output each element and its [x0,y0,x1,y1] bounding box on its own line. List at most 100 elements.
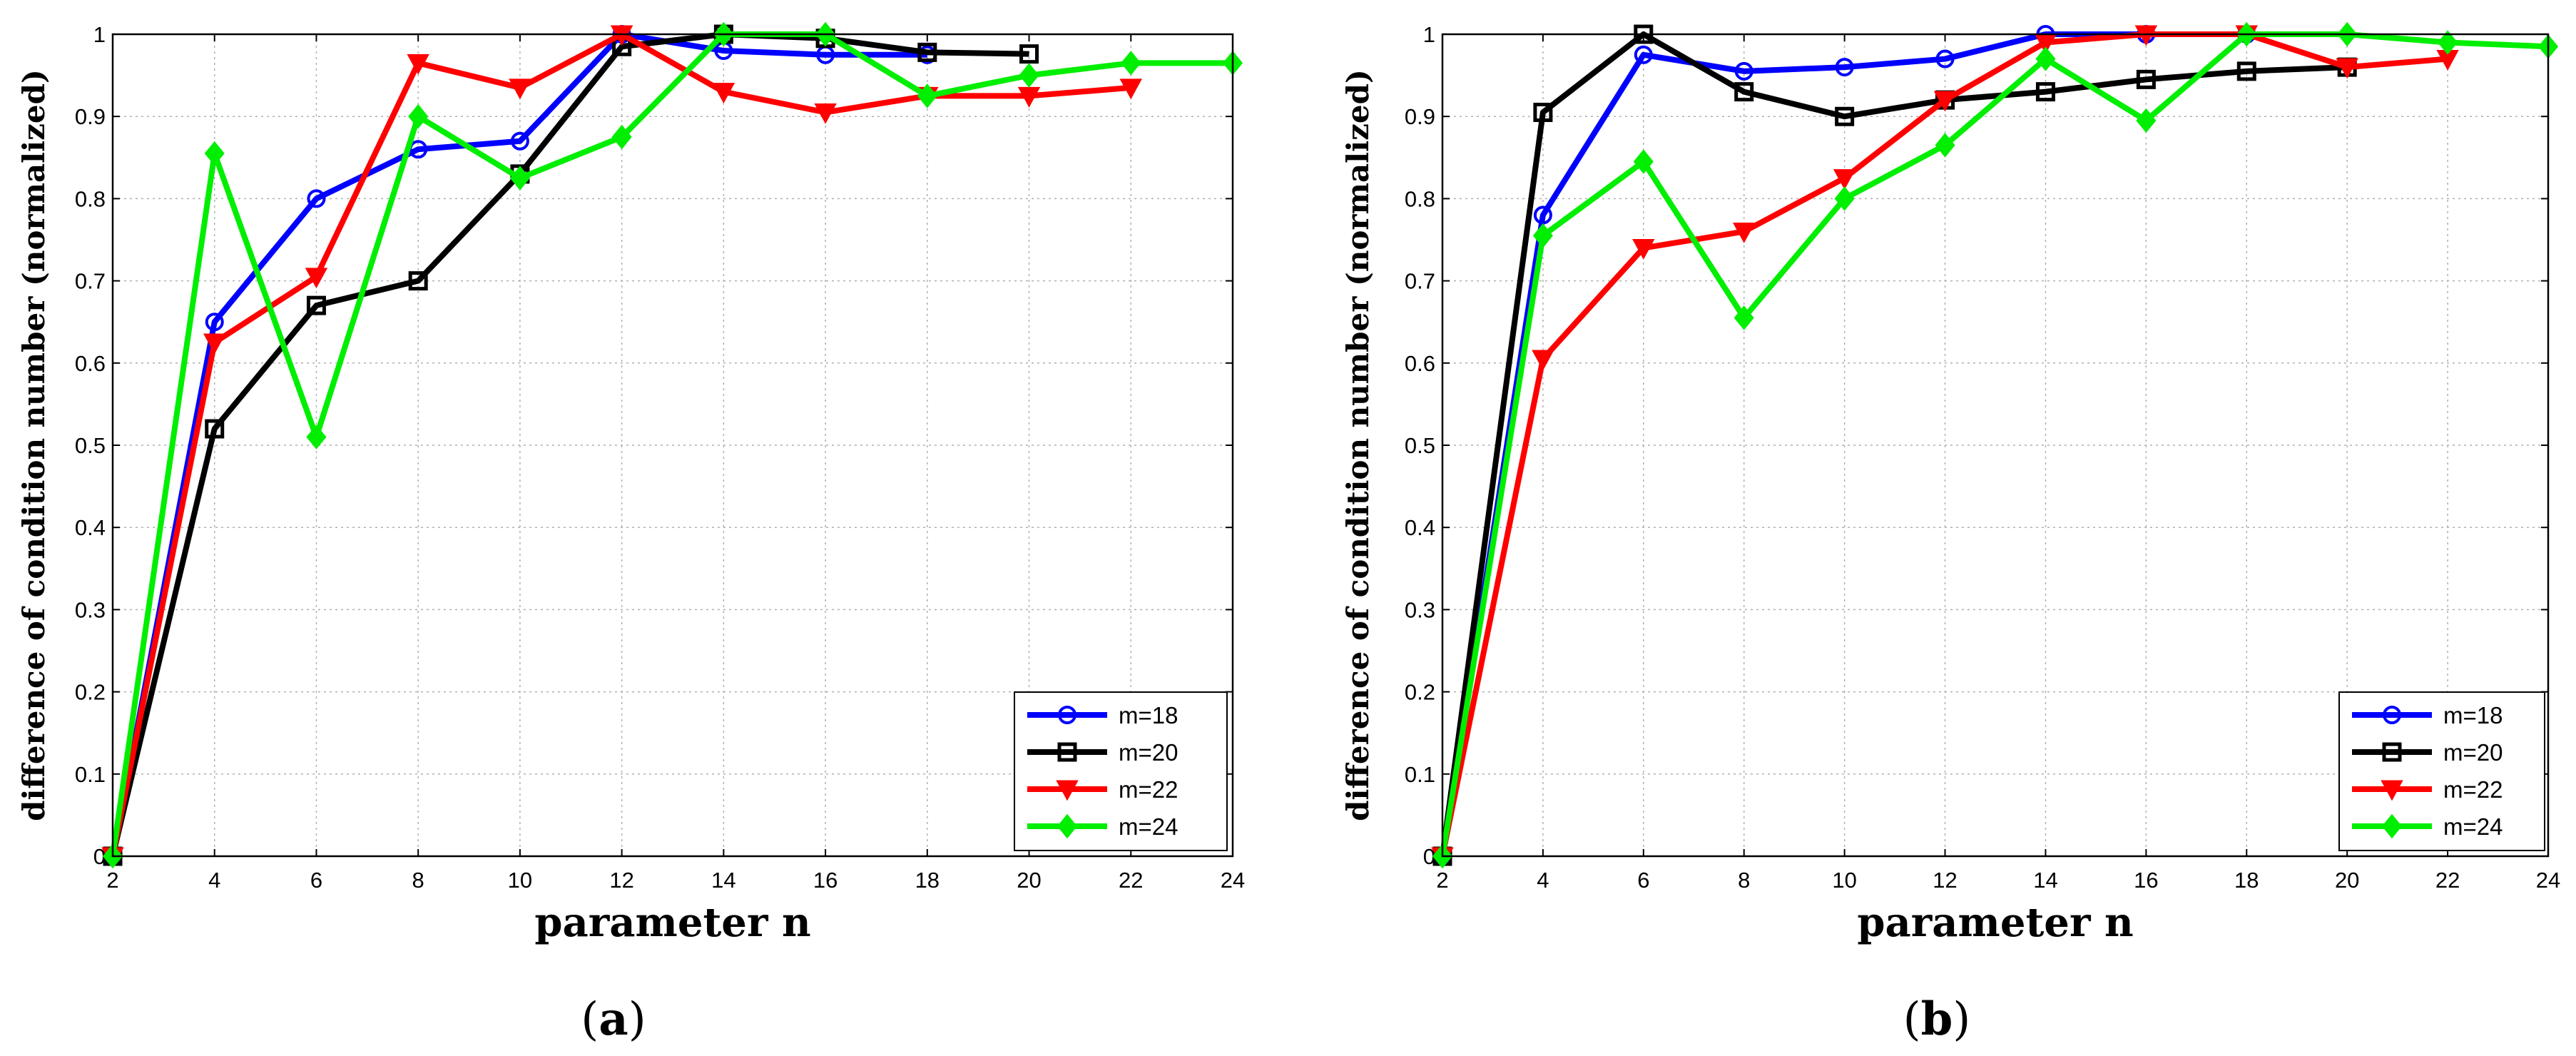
legend-marker [2381,813,2403,839]
y-axis-label: difference of condition number (normaliz… [1340,69,1375,821]
data-point [2136,108,2157,133]
x-tick-label: 20 [2335,868,2359,893]
x-tick-label: 10 [508,868,532,893]
data-point [509,78,531,100]
legend-label: m=18 [2443,702,2503,728]
y-tick-label: 1 [93,22,106,47]
x-tick-label: 18 [2234,868,2259,893]
data-point [1734,305,1754,330]
y-axis-label: difference of condition number (normaliz… [16,69,51,821]
y-tick-label: 0.2 [1405,680,1435,705]
data-point [1835,106,1855,126]
y-tick-label: 0.6 [75,351,106,376]
x-tick-label: 6 [1637,868,1649,893]
x-tick-label: 20 [1017,868,1041,893]
y-tick-label: 0.3 [1405,597,1435,622]
data-point [1019,44,1039,64]
data-point [1533,102,1553,122]
y-tick-label: 0.1 [1405,762,1435,787]
data-point [305,268,328,289]
y-tick-label: 0.9 [1405,104,1435,129]
x-axis-label: parameter n [534,899,810,946]
x-tick-label: 16 [813,868,838,893]
data-point [814,103,837,124]
y-tick-label: 0.6 [1405,351,1435,376]
data-point [917,42,937,62]
series-line [110,31,927,857]
legend-marker [2383,706,2401,724]
axes-frame [1441,33,2550,858]
data-point [1833,169,1856,190]
x-tick-label: 6 [310,868,322,893]
legend-label: m=22 [2443,776,2503,803]
data-point [306,425,327,450]
series-line [110,31,1029,857]
data-point [2136,69,2156,89]
legend-marker [1057,742,1077,762]
data-point [1734,61,1753,81]
panel-label: (b) [1903,992,1971,1046]
x-tick-label: 2 [1436,868,1448,893]
data-point [1633,149,1654,174]
x-tick-label: 12 [609,868,633,893]
y-tick-label: 0.8 [1405,186,1435,211]
data-point [1121,51,1141,76]
data-point [509,166,530,191]
x-tick-label: 24 [2536,868,2560,893]
y-tick-label: 0.4 [75,515,106,540]
data-point [2236,61,2256,81]
y-tick-label: 0.2 [75,680,106,705]
y-tick-label: 0.8 [75,186,106,211]
panel-label: (a) [581,992,646,1046]
series-line [1440,31,2549,857]
data-point [1733,222,1756,243]
x-tick-label: 18 [915,868,940,893]
y-tick-label: 0 [1423,844,1435,869]
legend-marker [1056,780,1079,801]
data-point [2336,58,2358,79]
legend-marker [1057,813,1078,839]
x-tick-label: 2 [106,868,118,893]
series-line [110,31,1233,857]
y-tick-label: 0.7 [1405,269,1435,294]
data-point [408,271,428,291]
data-point [407,54,429,75]
data-point [611,124,632,150]
data-point [1835,58,1854,77]
data-point [1935,133,1955,158]
data-point [1634,45,1653,64]
data-point [205,419,225,439]
data-point [917,83,937,108]
y-tick-label: 0.3 [75,597,106,622]
data-point [306,295,326,315]
x-tick-label: 14 [2033,868,2057,893]
legend-marker [2382,742,2402,762]
data-point [1532,223,1553,248]
data-point [1935,49,1955,68]
data-point [1634,24,1654,44]
data-point [1119,78,1142,100]
x-tick-label: 22 [1119,868,1143,893]
x-tick-label: 24 [1221,868,1245,893]
x-tick-label: 16 [2134,868,2158,893]
y-tick-label: 1 [1423,22,1435,47]
legend-marker [2381,780,2403,801]
chart-panel-b: 2 4 6 8 10 12 14 16 18 20 22 2400.10.20.30.40.50.60… [1340,21,2560,1046]
chart-panel-a: 2 4 6 8 10 12 14 16 18 20 22 2400.10.20.30.40.50.60… [16,21,1245,1046]
x-tick-label: 10 [1832,868,1856,893]
y-tick-label: 0 [93,844,106,869]
legend-label: m=22 [1119,776,1178,803]
y-tick-label: 0.1 [75,762,106,787]
data-point [1019,63,1039,88]
series-m=24 [102,21,1243,869]
data-point [2438,30,2458,55]
x-axis-label: parameter n [1857,899,2133,946]
data-point [1834,186,1855,211]
y-tick-label: 0.7 [75,269,106,294]
data-point [1632,239,1655,260]
x-tick-label: 8 [1738,868,1750,893]
data-point [1533,205,1552,225]
data-point [510,131,529,151]
x-tick-label: 8 [412,868,424,893]
